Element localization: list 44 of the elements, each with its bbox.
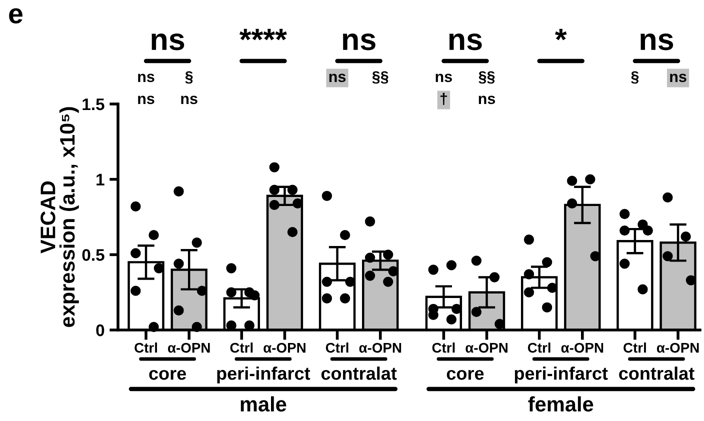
text: core — [446, 370, 484, 380]
text: **** — [239, 28, 287, 40]
x-tick-label: α-OPN — [656, 342, 699, 353]
text: ns — [343, 33, 376, 50]
text: ns — [138, 74, 154, 82]
text: female — [528, 396, 594, 412]
x-tick-label: Ctrl — [326, 342, 348, 353]
text: ns — [670, 74, 686, 82]
text: core — [149, 370, 186, 380]
text: ns — [152, 33, 184, 50]
x-tick-label: α-OPN — [168, 342, 210, 353]
x-tick-label: α-OPN — [466, 342, 508, 353]
text: § — [185, 71, 193, 84]
text: * — [555, 28, 567, 40]
text: male — [240, 396, 286, 412]
text: ns — [436, 74, 452, 82]
annotation: ns — [181, 96, 198, 104]
annotation: † — [440, 92, 447, 105]
y-tick-label: 1 — [96, 174, 104, 186]
text: peri-infarct — [217, 366, 310, 384]
text: ns — [329, 74, 346, 82]
chart-title: e — [9, 8, 22, 24]
annotation: ns — [478, 96, 496, 104]
x-tick-label: Ctrl — [624, 342, 646, 353]
x-tick-label: Ctrl — [134, 342, 157, 353]
text: contralat — [321, 366, 397, 380]
y-tick-label: 0.5 — [82, 249, 104, 261]
text: § — [631, 71, 639, 84]
x-tick-label: α-OPN — [359, 342, 402, 353]
text: contralat — [619, 366, 694, 380]
y-tick-label: 0 — [96, 324, 104, 336]
y-axis-title: VECAD expression (a.u., x10⁵) — [40, 107, 79, 328]
x-tick-label: Ctrl — [528, 342, 550, 353]
x-tick-label: α-OPN — [264, 342, 306, 353]
x-tick-label: α-OPN — [561, 342, 604, 353]
y-tick-label: 1.5 — [82, 98, 104, 110]
x-tick-label: Ctrl — [230, 342, 253, 353]
text: §§ — [372, 71, 388, 84]
text: §§ — [478, 71, 495, 84]
text: ns — [449, 33, 482, 50]
annotation: ns — [138, 96, 154, 104]
text: ns — [640, 33, 674, 50]
text: peri-infarct — [514, 366, 608, 384]
x-tick-label: Ctrl — [432, 342, 455, 353]
